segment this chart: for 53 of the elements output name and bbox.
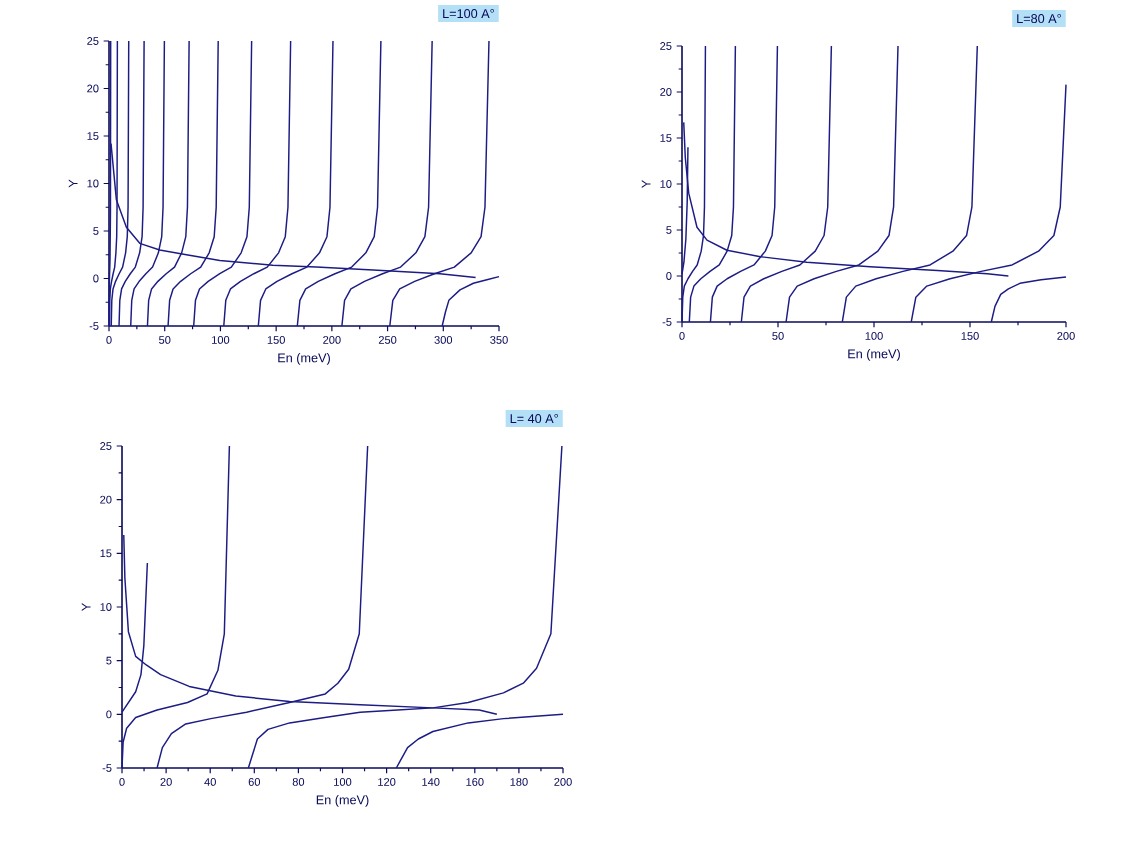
x-tick-label: 140 [422,778,440,786]
y-tick-label: 15 [660,134,672,142]
y-tick-label: 20 [660,88,672,96]
y-tick-label: 5 [93,227,99,235]
x-tick-label: 160 [466,778,484,786]
y-tick-label: 25 [87,37,99,45]
y-tick-label: 0 [106,710,112,719]
y-tick-label: 10 [660,180,672,188]
x-axis-title: En (meV) [848,349,900,361]
x-tick-label: 0 [119,778,125,786]
y-axis-title: Y [68,179,78,188]
chart-title: L=80 A° [1017,14,1061,24]
y-tick-label: 20 [87,84,99,93]
x-tick-label: 100 [334,778,352,786]
y-axis-title: Y [81,603,91,611]
x-tick-label: 300 [434,336,453,344]
y-tick-label: 10 [87,179,99,188]
y-tick-label: 25 [100,442,112,450]
y-tick-label: 0 [93,274,99,283]
x-tick-label: 180 [510,778,528,786]
y-tick-label: -5 [89,322,99,330]
x-tick-label: 200 [554,778,572,786]
y-tick-label: 0 [666,272,672,280]
x-axis-title: En (meV) [316,795,369,807]
x-tick-label: 250 [378,336,397,344]
x-tick-label: 120 [378,778,396,786]
x-tick-label: 20 [160,778,172,786]
y-tick-label: 15 [100,549,112,558]
x-tick-label: 40 [204,778,216,786]
x-tick-label: 60 [248,778,261,786]
chart-title: L=100 A° [443,9,494,19]
y-tick-label: 5 [666,226,672,234]
y-tick-label: 20 [100,495,112,504]
x-axis-title: En (meV) [278,353,330,365]
y-tick-label: 15 [87,132,99,140]
x-tick-label: 50 [772,332,784,340]
x-tick-label: 200 [1057,332,1075,340]
y-tick-label: -5 [102,764,112,772]
x-tick-label: 150 [961,332,979,340]
x-tick-label: 150 [267,336,285,344]
chart-title: L= 40 A° [510,414,558,424]
x-tick-label: 80 [292,778,305,786]
x-tick-label: 100 [212,336,230,344]
y-tick-label: -5 [662,318,672,326]
y-tick-label: 10 [100,603,112,611]
x-tick-label: 350 [490,336,508,344]
x-tick-label: 200 [323,336,341,344]
x-tick-label: 100 [865,332,883,340]
x-tick-label: 0 [679,332,685,340]
y-tick-label: 25 [660,42,672,50]
x-tick-label: 50 [159,336,171,344]
y-tick-label: 5 [106,656,112,665]
y-axis-title: Y [641,180,651,188]
